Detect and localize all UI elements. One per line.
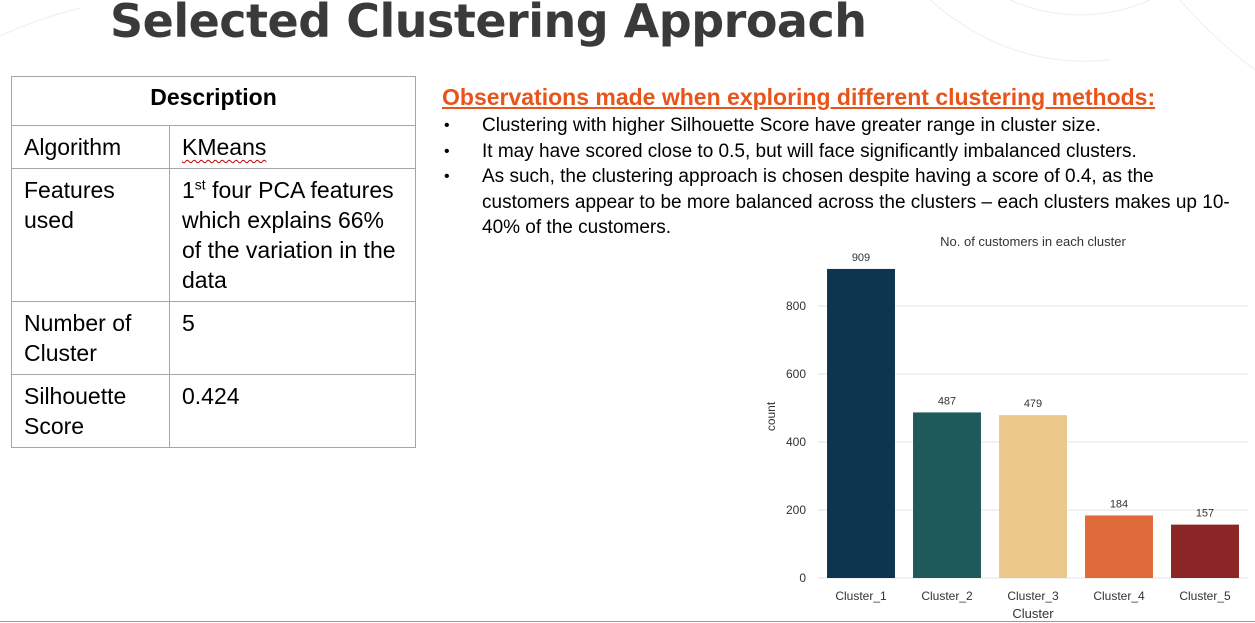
table-row: Features used 1st four PCA features whic… bbox=[11, 168, 416, 302]
y-tick-label: 800 bbox=[786, 299, 806, 313]
list-item: • It may have scored close to 0.5, but wi… bbox=[442, 139, 1242, 165]
x-tick-label: Cluster_2 bbox=[921, 589, 973, 603]
x-tick-label: Cluster_1 bbox=[835, 589, 887, 603]
list-item: • As such, the clustering approach is cho… bbox=[442, 164, 1242, 241]
features-sup: st bbox=[194, 176, 206, 193]
bullet-icon: • bbox=[444, 168, 450, 185]
data-label: 479 bbox=[1024, 398, 1042, 410]
table-row: Algorithm KMeans bbox=[11, 125, 416, 169]
y-tick-label: 400 bbox=[786, 435, 806, 449]
observations-heading: Observations made when exploring differe… bbox=[442, 84, 1155, 111]
bullet-icon: • bbox=[444, 117, 450, 134]
observations-heading-text: Observations made when exploring differe… bbox=[442, 84, 1148, 110]
row-value-algorithm: KMeans bbox=[169, 125, 416, 169]
table-header: Description bbox=[11, 76, 416, 126]
row-value-features: 1st four PCA features which explains 66%… bbox=[169, 168, 416, 302]
bar bbox=[999, 415, 1067, 578]
row-label-algorithm: Algorithm bbox=[11, 125, 170, 169]
data-label: 909 bbox=[852, 252, 870, 264]
bullet-icon: • bbox=[444, 142, 450, 160]
bottom-divider bbox=[0, 621, 1255, 622]
bar bbox=[1171, 524, 1239, 578]
y-axis-label: count bbox=[764, 401, 778, 431]
observations-heading-colon: : bbox=[1147, 84, 1156, 110]
data-label: 184 bbox=[1110, 498, 1128, 510]
x-tick-label: Cluster_3 bbox=[1007, 589, 1059, 603]
x-axis-label: Cluster bbox=[1012, 606, 1054, 621]
list-item: • Clustering with higher Silhouette Score… bbox=[442, 113, 1242, 139]
chart-title: No. of customers in each cluster bbox=[940, 234, 1126, 249]
bar bbox=[1085, 515, 1153, 578]
row-label-number-of-cluster: Number of Cluster bbox=[11, 301, 170, 375]
table-row: Number of Cluster 5 bbox=[11, 301, 416, 375]
bullet-text: Clustering with higher Silhouette Score … bbox=[482, 115, 1101, 136]
row-value-number-of-cluster: 5 bbox=[169, 301, 416, 375]
features-num: 1 bbox=[182, 177, 195, 203]
page-title: Selected Clustering Approach bbox=[110, 0, 867, 48]
table-row: Silhouette Score 0.424 bbox=[11, 374, 416, 448]
row-value-silhouette: 0.424 bbox=[169, 374, 416, 448]
table-header-row: Description bbox=[11, 76, 416, 126]
observations-list: • Clustering with higher Silhouette Score… bbox=[442, 113, 1242, 241]
cluster-bar-chart: 0 200 400 600 800 909 Cluster_1 487 Cluster_2 479… bbox=[764, 234, 1248, 621]
bullet-text: It may have scored close to 0.5, but wil… bbox=[482, 140, 1137, 162]
row-label-features: Features used bbox=[11, 168, 170, 302]
features-rest: four PCA features which explains 66% of … bbox=[182, 177, 396, 293]
description-table: Description Algorithm KMeans Features us… bbox=[11, 76, 416, 448]
x-tick-label: Cluster_4 bbox=[1093, 589, 1145, 603]
y-tick-label: 600 bbox=[786, 367, 806, 381]
y-tick-label: 200 bbox=[786, 503, 806, 517]
x-tick-label: Cluster_5 bbox=[1179, 589, 1231, 603]
algorithm-value: KMeans bbox=[182, 134, 267, 160]
data-label: 487 bbox=[938, 395, 956, 407]
row-label-silhouette: Silhouette Score bbox=[11, 374, 170, 448]
y-tick-label: 0 bbox=[799, 571, 806, 585]
bar bbox=[827, 268, 895, 578]
bullet-text: As such, the clustering approach is chos… bbox=[482, 166, 1230, 238]
data-label: 157 bbox=[1196, 508, 1214, 520]
bar bbox=[913, 412, 981, 578]
